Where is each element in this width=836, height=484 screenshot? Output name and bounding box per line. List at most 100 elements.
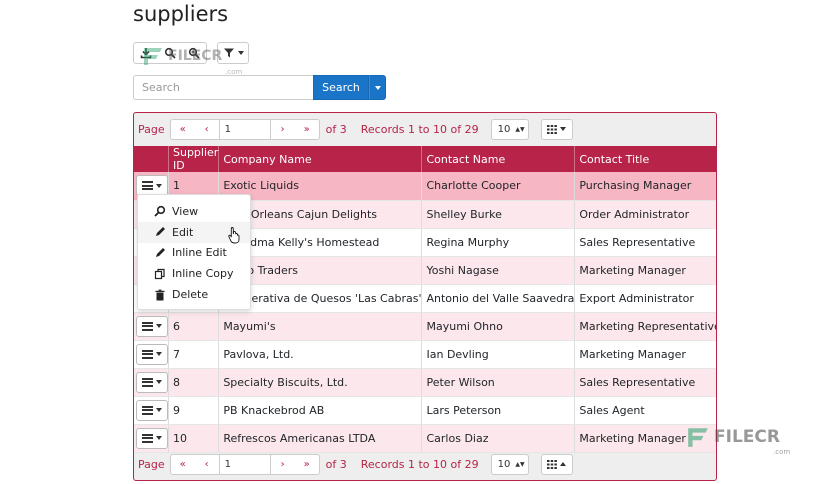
cell-contact-name: Shelley Burke — [421, 200, 576, 229]
next-page-button[interactable]: › — [280, 123, 285, 135]
prev-page-button[interactable]: ‹ — [204, 123, 209, 135]
grid-icon — [547, 124, 558, 134]
menu-item-label: Delete — [172, 288, 209, 302]
first-page-button[interactable]: « — [179, 123, 186, 135]
menu-item-label: View — [172, 204, 199, 218]
row-actions-button[interactable] — [136, 427, 168, 449]
column-layout-button[interactable] — [540, 118, 573, 140]
pager-records-label: Records 1 to 10 of 29 — [360, 457, 479, 471]
cell-supplier-id: 8 — [168, 368, 220, 397]
cell-contact-name: Ian Devling — [421, 340, 576, 369]
search-button[interactable]: Search — [313, 75, 369, 100]
pager-of-label: of 3 — [325, 122, 347, 136]
header-company-name[interactable]: Company Name — [218, 146, 423, 172]
row-actions-button[interactable] — [136, 399, 168, 421]
page-size-select[interactable]: 10 ▲▼ — [490, 118, 529, 140]
chevron-down-icon — [156, 352, 162, 356]
header-contact-title[interactable]: Contact Title — [574, 146, 716, 172]
search-input[interactable]: Search — [133, 75, 313, 100]
cell-company-name: Pavlova, Ltd. — [218, 340, 423, 369]
table-row[interactable]: 7 Pavlova, Ltd. Ian Devling Marketing Ma… — [134, 340, 716, 369]
menu-item-label: Inline Copy — [172, 267, 234, 281]
pager-nav: « ‹ 1 › » — [169, 118, 320, 140]
download-icon — [140, 48, 152, 59]
filecr-logo-icon — [688, 428, 708, 447]
cell-supplier-id: 7 — [168, 340, 220, 369]
menu-item-view[interactable]: View — [138, 201, 250, 222]
row-actions-button[interactable] — [136, 371, 168, 393]
page-number-input[interactable]: 1 — [218, 119, 271, 139]
table-row[interactable]: 10 Refrescos Americanas LTDA Carlos Diaz… — [134, 424, 716, 453]
page-size-value: 10 — [497, 458, 511, 470]
row-actions-button[interactable] — [136, 315, 168, 337]
last-page-button[interactable]: » — [303, 458, 310, 470]
pager-top: Page « ‹ 1 › » of 3 Records 1 to 10 of 2… — [134, 113, 716, 145]
watermark-brand: FILECR — [168, 48, 223, 64]
cell-contact-title: Purchasing Manager — [574, 172, 716, 201]
cell-contact-title: Export Administrator — [574, 284, 716, 313]
cell-contact-title: Marketing Manager — [574, 256, 716, 285]
cell-contact-name: Antonio del Valle Saavedra — [421, 284, 576, 313]
search-options-button[interactable] — [369, 75, 386, 100]
row-actions-cell — [134, 396, 169, 425]
menu-item-inline-copy[interactable]: Inline Copy — [138, 263, 250, 284]
toolbar — [133, 42, 249, 64]
advanced-search-button[interactable] — [182, 43, 206, 63]
search-icon — [164, 47, 176, 59]
row-actions-cell — [134, 340, 169, 369]
chevron-down-icon — [156, 436, 162, 440]
watermark-brand: FILECR — [714, 427, 780, 447]
page-size-select[interactable]: 10 ▲▼ — [490, 453, 529, 475]
chevron-up-icon — [560, 462, 567, 466]
menu-icon — [142, 433, 153, 443]
pencil-icon — [156, 247, 165, 257]
grid-icon — [547, 459, 558, 469]
cell-contact-name: Regina Murphy — [421, 228, 576, 257]
row-actions-button[interactable] — [136, 343, 168, 365]
page-title: suppliers — [133, 2, 229, 26]
menu-item-inline-edit[interactable]: Inline Edit — [138, 243, 250, 264]
hand-cursor-icon — [228, 227, 240, 244]
cell-company-name: Cooperativa de Quesos 'Las Cabras' — [218, 284, 423, 313]
pencil-icon — [156, 227, 165, 237]
pager-nav: « ‹ 1 › » — [169, 453, 320, 475]
row-actions-menu: View Edit Inline Edit Inline Copy Delete — [137, 194, 251, 310]
table-row[interactable]: 6 Mayumi's Mayumi Ohno Marketing Represe… — [134, 312, 716, 341]
pager-page-label: Page — [138, 457, 165, 471]
search-bar: Search Search — [133, 75, 386, 100]
cell-contact-title: Sales Representative — [574, 228, 716, 257]
toolbar-actions-group — [133, 42, 207, 64]
cell-contact-title: Marketing Representative — [574, 312, 716, 341]
filecr-logo-icon — [144, 48, 162, 65]
cell-contact-name: Charlotte Cooper — [421, 172, 576, 201]
table-row[interactable]: 2 New Orleans Cajun Delights Shelley Bur… — [134, 200, 716, 229]
header-supplier-id[interactable]: Supplier ID — [168, 146, 220, 172]
updown-icon: ▲▼ — [515, 460, 525, 468]
prev-page-button[interactable]: ‹ — [204, 458, 209, 470]
menu-item-edit[interactable]: Edit — [138, 221, 250, 243]
cell-supplier-id: 9 — [168, 396, 220, 425]
next-page-button[interactable]: › — [280, 458, 285, 470]
pager-bottom: Page « ‹ 1 › » of 3 Records 1 to 10 of 2… — [134, 448, 716, 480]
menu-icon — [142, 321, 153, 331]
filter-icon — [223, 48, 234, 58]
first-page-button[interactable]: « — [179, 458, 186, 470]
page-number-input[interactable]: 1 — [218, 454, 271, 474]
last-page-button[interactable]: » — [303, 123, 310, 135]
export-button[interactable] — [134, 43, 158, 63]
search-toggle-button[interactable] — [158, 43, 182, 63]
column-layout-button[interactable] — [540, 453, 573, 475]
table-row[interactable]: 9 PB Knackebrod AB Lars Peterson Sales A… — [134, 396, 716, 425]
chevron-down-icon — [156, 324, 162, 328]
filter-button[interactable] — [217, 42, 249, 64]
cell-company-name: Exotic Liquids — [218, 172, 423, 201]
watermark-bottom: FILECR .com — [686, 425, 790, 456]
trash-icon — [155, 289, 165, 301]
menu-item-delete[interactable]: Delete — [138, 284, 250, 305]
table-row[interactable]: 8 Specialty Biscuits, Ltd. Peter Wilson … — [134, 368, 716, 397]
cell-company-name: Refrescos Americanas LTDA — [218, 424, 423, 453]
cell-company-name: Grandma Kelly's Homestead — [218, 228, 423, 257]
filter-button-inner — [218, 43, 248, 63]
zoom-search-icon — [188, 47, 200, 59]
header-contact-name[interactable]: Contact Name — [421, 146, 576, 172]
